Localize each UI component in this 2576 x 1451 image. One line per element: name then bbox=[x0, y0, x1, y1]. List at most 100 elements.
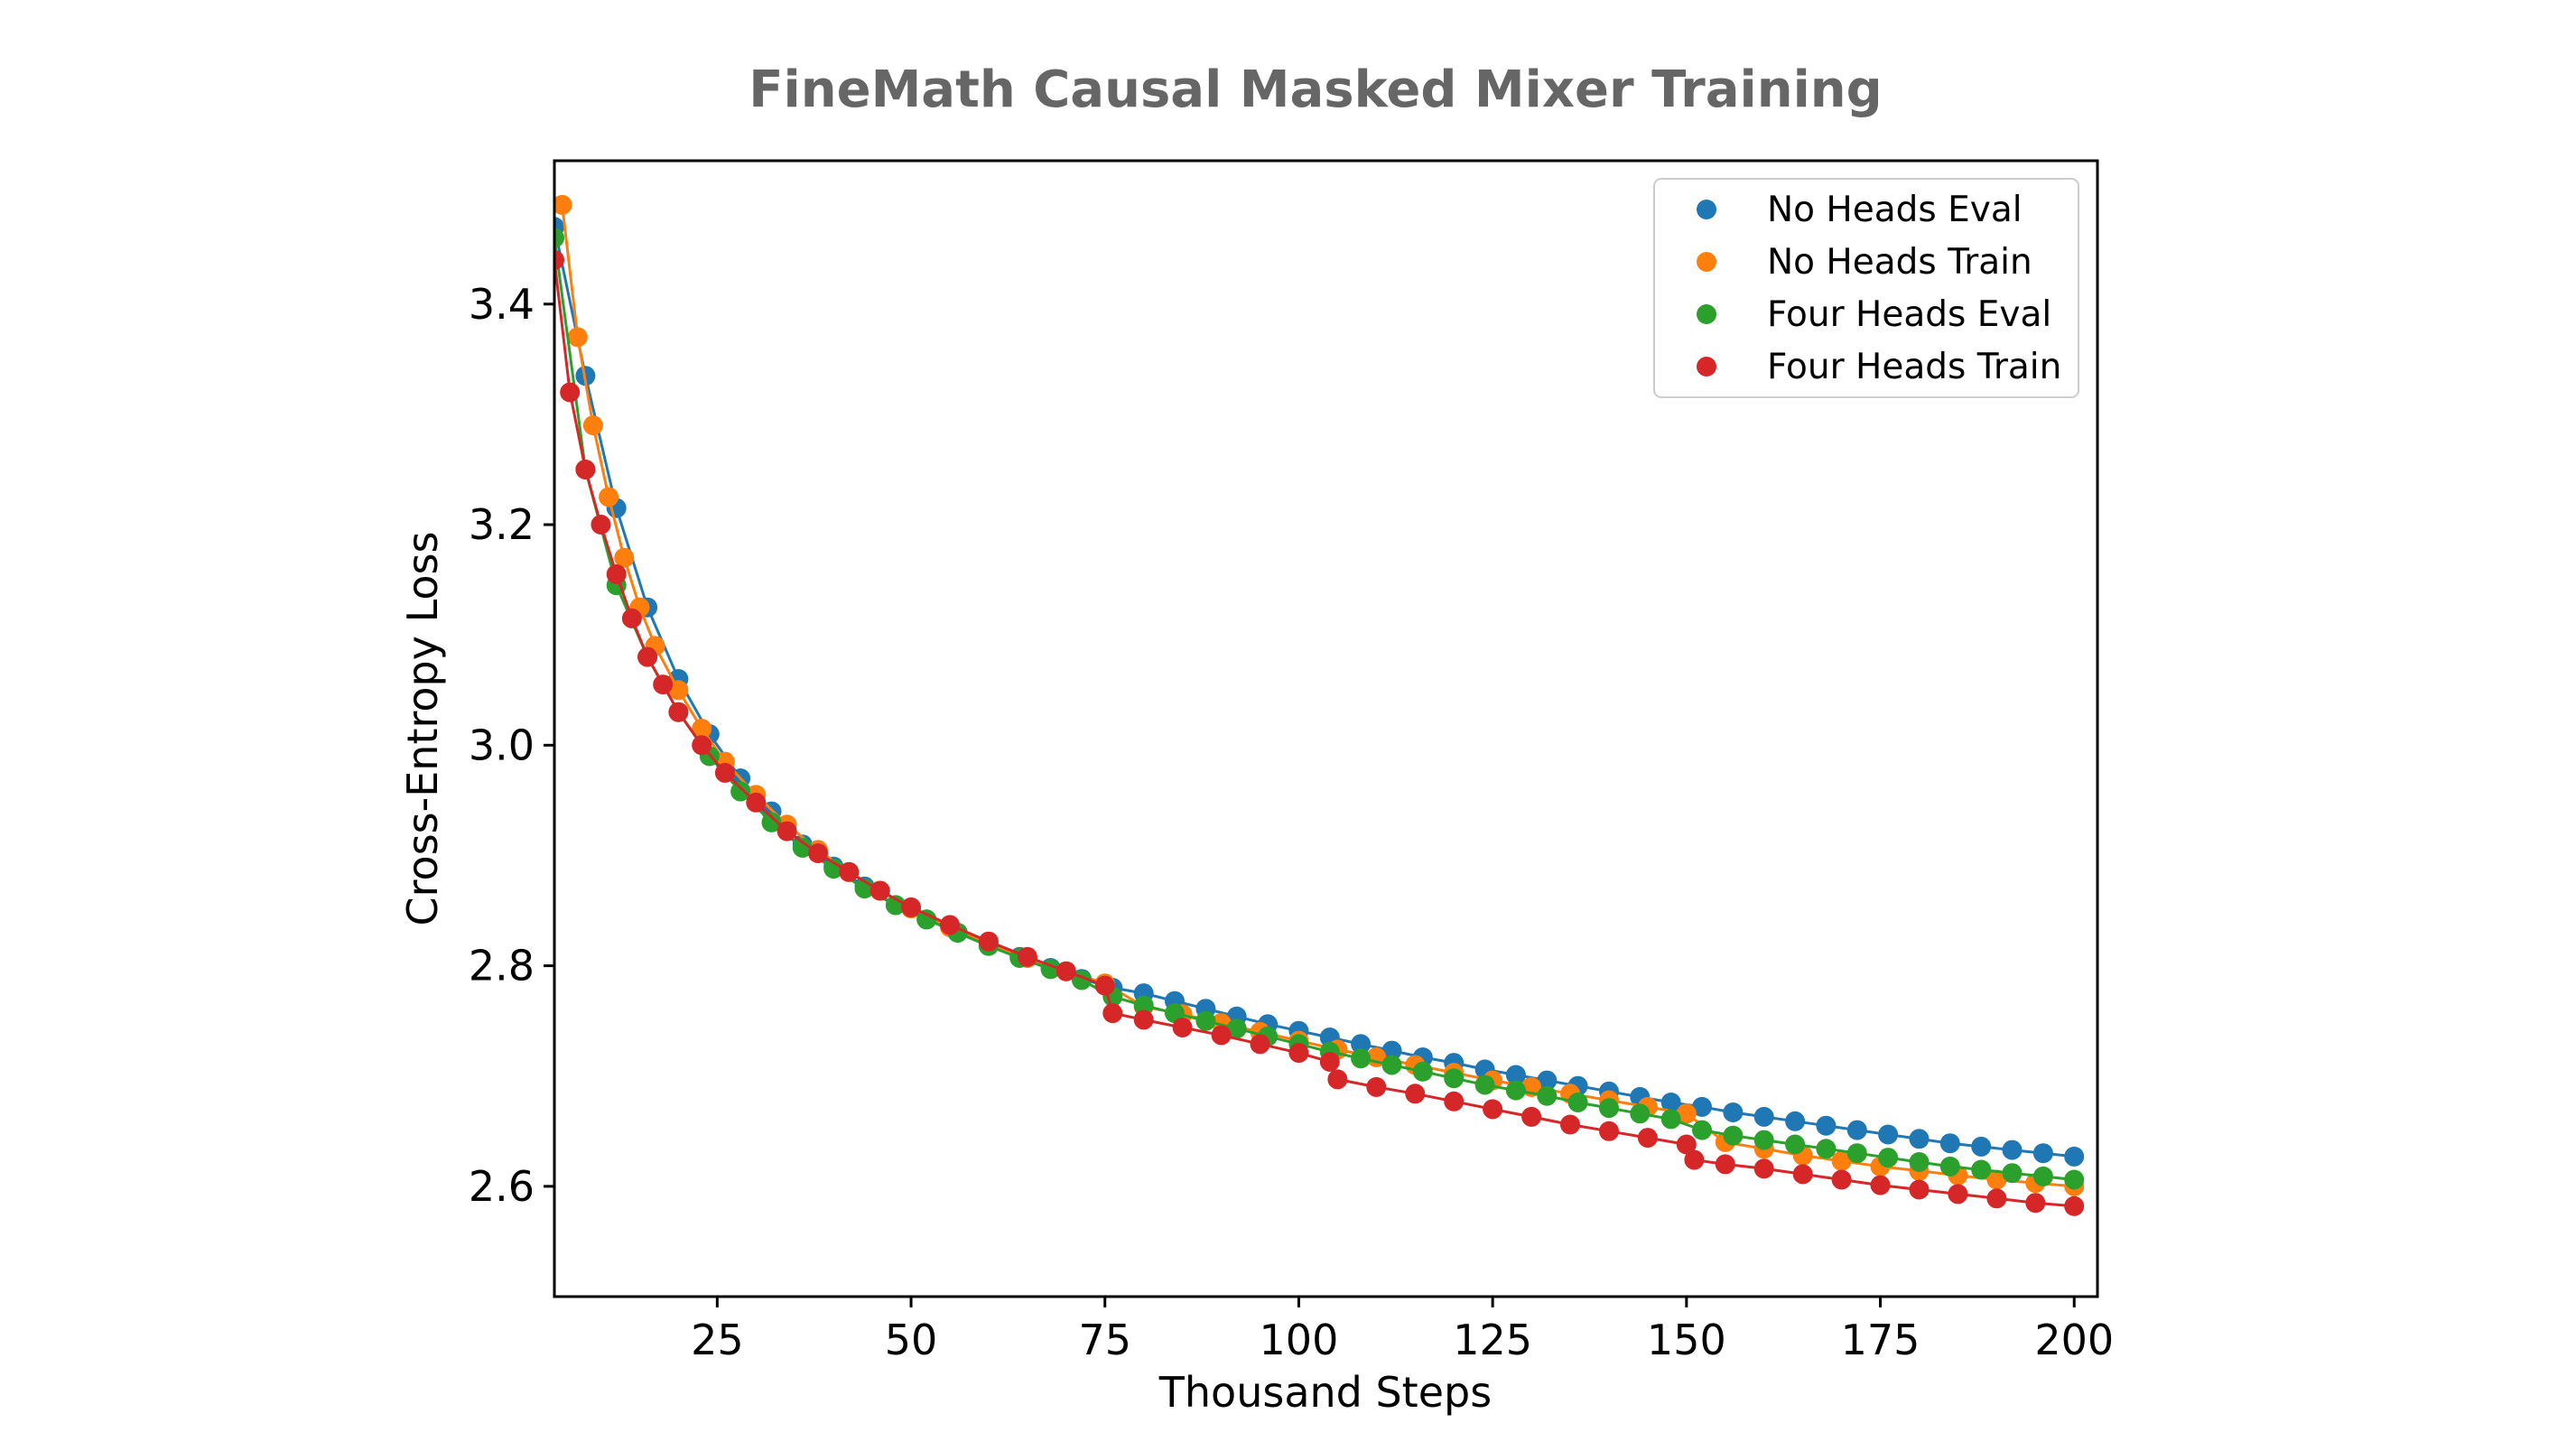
y-tick-label: 2.8 bbox=[469, 942, 535, 991]
point-four-heads-train bbox=[1637, 1128, 1658, 1149]
legend-label-four-heads-train: Four Heads Train bbox=[1767, 347, 2061, 387]
point-four-heads-train bbox=[1444, 1091, 1465, 1112]
x-tick-label: 150 bbox=[1647, 1316, 1726, 1364]
point-four-heads-train bbox=[870, 880, 890, 901]
point-four-heads-eval bbox=[1444, 1068, 1465, 1089]
point-no-heads-eval bbox=[1753, 1106, 1774, 1127]
point-no-heads-train bbox=[599, 487, 619, 507]
x-tick-label: 200 bbox=[2034, 1316, 2114, 1364]
point-four-heads-train bbox=[591, 515, 611, 535]
point-no-heads-eval bbox=[2002, 1139, 2023, 1160]
legend-label-no-heads-eval: No Heads Eval bbox=[1767, 190, 2023, 230]
point-four-heads-train bbox=[1870, 1175, 1891, 1195]
point-no-heads-eval bbox=[1692, 1096, 1712, 1117]
point-four-heads-eval bbox=[1381, 1055, 1402, 1075]
point-four-heads-train bbox=[1483, 1099, 1503, 1120]
point-four-heads-train bbox=[1792, 1164, 1813, 1185]
point-four-heads-eval bbox=[1567, 1093, 1588, 1112]
point-no-heads-train bbox=[567, 327, 588, 348]
point-four-heads-train bbox=[1521, 1106, 1542, 1127]
point-four-heads-train bbox=[2064, 1195, 2085, 1216]
x-tick-label: 50 bbox=[885, 1316, 938, 1364]
point-four-heads-train bbox=[1909, 1179, 1930, 1200]
x-axis-label: Thousand Steps bbox=[1158, 1368, 1492, 1417]
point-four-heads-train bbox=[621, 608, 642, 628]
point-four-heads-eval bbox=[1878, 1148, 1899, 1168]
point-four-heads-train bbox=[637, 646, 658, 667]
point-four-heads-train bbox=[692, 735, 712, 756]
point-four-heads-train bbox=[1327, 1069, 1348, 1090]
point-four-heads-eval bbox=[885, 895, 906, 916]
point-no-heads-eval bbox=[1660, 1093, 1681, 1112]
y-tick-label: 2.6 bbox=[469, 1162, 535, 1211]
point-four-heads-eval bbox=[1939, 1156, 1960, 1177]
point-four-heads-train bbox=[1172, 1018, 1193, 1037]
point-four-heads-eval bbox=[730, 781, 751, 802]
y-tick-label: 3.2 bbox=[469, 500, 535, 549]
point-no-heads-eval bbox=[2064, 1146, 2085, 1167]
legend-marker-no-heads-eval bbox=[1697, 200, 1716, 219]
point-no-heads-eval bbox=[1971, 1136, 1992, 1157]
point-four-heads-eval bbox=[2002, 1163, 2023, 1184]
point-four-heads-eval bbox=[823, 859, 844, 879]
series-four-heads-train bbox=[554, 249, 2085, 1216]
point-no-heads-train bbox=[692, 719, 712, 739]
point-no-heads-train bbox=[1986, 1169, 2007, 1190]
point-no-heads-train bbox=[1676, 1103, 1697, 1124]
point-four-heads-eval bbox=[2064, 1169, 2085, 1190]
point-no-heads-train bbox=[614, 547, 635, 568]
point-no-heads-eval bbox=[1785, 1111, 1806, 1131]
legend-box bbox=[1653, 178, 2079, 398]
point-four-heads-train bbox=[714, 762, 735, 783]
point-four-heads-train bbox=[940, 915, 960, 935]
point-four-heads-train bbox=[1319, 1051, 1340, 1072]
point-four-heads-eval bbox=[761, 812, 782, 832]
point-four-heads-eval bbox=[1753, 1130, 1774, 1150]
chart-title: FineMath Causal Masked Mixer Training bbox=[749, 60, 1882, 119]
series-four-heads-eval bbox=[554, 228, 2085, 1190]
legend: No Heads Eval No Heads Train Four Heads … bbox=[1653, 178, 2079, 398]
point-four-heads-train bbox=[1102, 1003, 1123, 1024]
y-tick-label: 3.0 bbox=[469, 721, 535, 769]
point-four-heads-eval bbox=[916, 909, 937, 930]
point-four-heads-eval bbox=[1505, 1080, 1526, 1101]
point-four-heads-train bbox=[1288, 1043, 1309, 1064]
point-no-heads-train bbox=[668, 680, 689, 701]
point-four-heads-train bbox=[1405, 1084, 1426, 1104]
point-four-heads-train bbox=[901, 897, 921, 917]
point-four-heads-train bbox=[1017, 946, 1037, 967]
point-no-heads-eval bbox=[1939, 1133, 1960, 1154]
point-four-heads-train bbox=[1056, 961, 1076, 981]
point-four-heads-train bbox=[1250, 1034, 1270, 1055]
point-four-heads-train bbox=[746, 792, 767, 813]
point-four-heads-train bbox=[978, 931, 999, 952]
point-four-heads-eval bbox=[1599, 1098, 1619, 1119]
legend-label-no-heads-train: No Heads Train bbox=[1767, 242, 2032, 283]
point-no-heads-eval bbox=[1537, 1070, 1558, 1091]
point-four-heads-train bbox=[560, 382, 581, 403]
point-no-heads-eval bbox=[1878, 1124, 1899, 1145]
point-no-heads-eval bbox=[1816, 1115, 1837, 1136]
point-four-heads-eval bbox=[1785, 1134, 1806, 1155]
point-no-heads-train bbox=[554, 194, 572, 215]
point-four-heads-train bbox=[2025, 1193, 2046, 1214]
series-layer bbox=[554, 194, 2085, 1216]
point-four-heads-train bbox=[1715, 1154, 1735, 1175]
legend-marker-four-heads-train bbox=[1697, 357, 1716, 377]
x-tick-label: 100 bbox=[1260, 1316, 1339, 1364]
point-four-heads-train bbox=[1094, 975, 1115, 996]
point-four-heads-eval bbox=[1846, 1143, 1867, 1164]
x-tick-label: 25 bbox=[691, 1316, 744, 1364]
series-line-four-heads-train bbox=[554, 259, 2075, 1208]
point-no-heads-eval bbox=[1846, 1120, 1867, 1140]
point-four-heads-eval bbox=[2032, 1166, 2053, 1186]
point-four-heads-eval bbox=[1660, 1109, 1681, 1130]
point-four-heads-eval bbox=[792, 837, 813, 858]
point-four-heads-train bbox=[606, 564, 627, 584]
point-four-heads-train bbox=[1560, 1114, 1580, 1135]
point-four-heads-eval bbox=[1537, 1085, 1558, 1106]
y-axis: 2.6 2.8 3.0 3.2 3.4 bbox=[469, 280, 554, 1211]
point-no-heads-train bbox=[582, 415, 603, 436]
point-four-heads-train bbox=[1831, 1169, 1852, 1190]
